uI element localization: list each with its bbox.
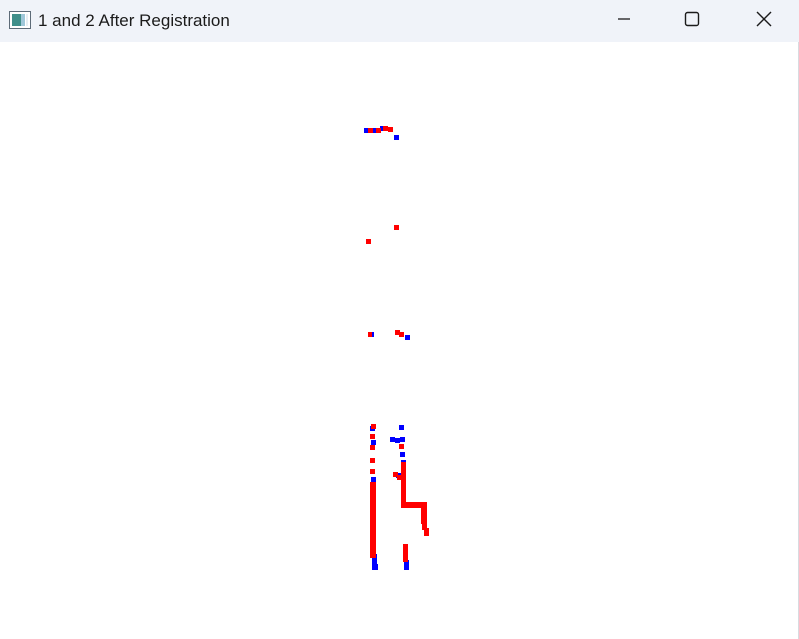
window-title: 1 and 2 After Registration <box>38 11 230 30</box>
point-cloud-2 <box>366 126 429 562</box>
maximize-icon <box>684 11 700 32</box>
app-window-icon <box>9 11 31 29</box>
registration-canvas[interactable] <box>0 42 798 639</box>
point-cloud-plot <box>364 126 429 570</box>
close-button[interactable] <box>729 0 799 42</box>
minimize-icon <box>616 11 632 32</box>
maximize-button[interactable] <box>657 0 727 42</box>
minimize-button[interactable] <box>589 0 659 42</box>
title-bar[interactable]: 1 and 2 After Registration <box>0 0 799 42</box>
close-icon <box>755 10 773 33</box>
